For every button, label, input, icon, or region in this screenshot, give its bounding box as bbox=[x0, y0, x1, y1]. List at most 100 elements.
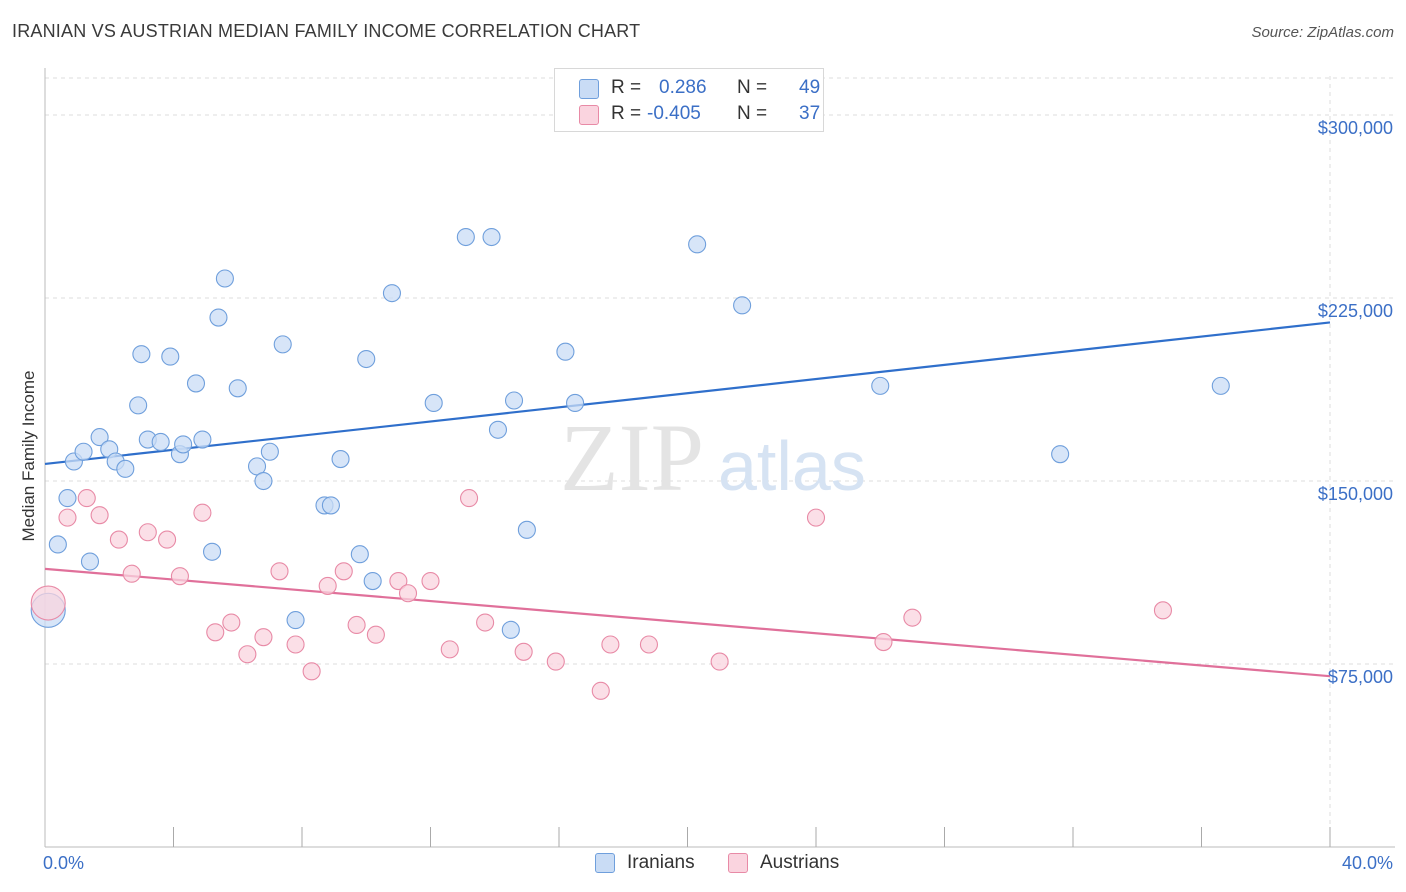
point-iranians bbox=[161, 347, 180, 366]
point-iranians bbox=[733, 296, 752, 315]
point-austrians bbox=[874, 633, 893, 652]
point-iranians bbox=[688, 235, 707, 254]
x-tick-label-max: 40.0% bbox=[1342, 853, 1393, 873]
series-swatch-blue bbox=[595, 853, 615, 873]
point-austrians bbox=[639, 635, 659, 654]
legend-swatch-blue bbox=[579, 79, 599, 99]
point-iranians bbox=[424, 393, 443, 412]
point-iranians bbox=[48, 535, 67, 554]
point-iranians bbox=[382, 284, 402, 303]
x-tick-label-min: 0.0% bbox=[43, 853, 84, 873]
point-iranians bbox=[331, 450, 350, 469]
legend-r-value: 0.286 bbox=[659, 77, 707, 98]
point-iranians bbox=[174, 435, 193, 454]
point-iranians bbox=[556, 342, 575, 361]
y-tick-label: $75,000 bbox=[1328, 667, 1393, 687]
watermark-atlas: atlas bbox=[718, 427, 866, 505]
point-austrians bbox=[514, 642, 533, 661]
point-austrians bbox=[222, 613, 241, 632]
legend-n-value: 49 bbox=[799, 77, 821, 98]
point-austrians bbox=[601, 635, 620, 654]
point-austrians bbox=[347, 615, 366, 635]
point-iranians bbox=[132, 345, 151, 364]
point-austrians bbox=[158, 530, 177, 549]
point-austrians bbox=[206, 623, 225, 642]
trend-line-iranians bbox=[44, 321, 1331, 466]
point-austrians bbox=[398, 584, 418, 603]
legend-n-value: 37 bbox=[799, 103, 821, 124]
series-name-austrians: Austrians bbox=[760, 852, 840, 873]
point-austrians bbox=[421, 572, 440, 591]
point-iranians bbox=[203, 542, 222, 561]
point-iranians bbox=[517, 520, 536, 539]
point-iranians bbox=[74, 442, 93, 461]
point-austrians bbox=[591, 681, 610, 700]
series-name-iranians: Iranians bbox=[627, 852, 695, 873]
point-austrians bbox=[254, 628, 273, 647]
axis-labels: Median Family Income 0.0% 40.0% $75,000 $… bbox=[19, 118, 1393, 873]
point-austrians bbox=[318, 576, 337, 595]
series-swatch-pink bbox=[728, 853, 748, 873]
watermark: ZIP atlas bbox=[560, 404, 866, 511]
legend-r-key: R = bbox=[611, 77, 642, 98]
point-austrians bbox=[903, 608, 922, 627]
point-iranians bbox=[273, 335, 292, 354]
point-iranians bbox=[58, 489, 77, 508]
point-austrians bbox=[286, 635, 305, 654]
y-tick-label: $300,000 bbox=[1318, 118, 1393, 138]
point-austrians bbox=[77, 489, 96, 508]
point-iranians bbox=[151, 432, 170, 452]
point-austrians bbox=[366, 625, 385, 644]
point-austrians bbox=[238, 645, 257, 664]
point-iranians bbox=[321, 496, 340, 515]
point-iranians bbox=[116, 459, 135, 478]
legend-r-value: -0.405 bbox=[647, 103, 701, 124]
correlation-legend: R = 0.286 N = 49 R = -0.405 N = 37 bbox=[554, 68, 824, 132]
point-iranians bbox=[90, 428, 109, 447]
legend-swatch-pink bbox=[579, 105, 599, 125]
point-iranians bbox=[488, 420, 508, 439]
point-austrians bbox=[193, 503, 212, 522]
point-austrians bbox=[546, 652, 565, 671]
point-austrians bbox=[270, 562, 289, 581]
point-iranians bbox=[209, 308, 228, 327]
point-iranians bbox=[1051, 445, 1070, 464]
point-iranians bbox=[504, 391, 524, 410]
axes bbox=[44, 68, 1395, 848]
data-points bbox=[30, 227, 1230, 700]
point-austrians bbox=[90, 506, 109, 525]
point-austrians bbox=[389, 572, 408, 591]
point-iranians bbox=[193, 430, 212, 449]
point-austrians bbox=[109, 530, 128, 549]
point-austrians bbox=[302, 662, 321, 681]
chart-title: IRANIAN VS AUSTRIAN MEDIAN FAMILY INCOME… bbox=[12, 21, 641, 41]
point-iranians bbox=[501, 620, 520, 639]
point-austrians bbox=[459, 489, 479, 508]
point-austrians bbox=[122, 564, 141, 583]
point-iranians bbox=[456, 227, 475, 247]
y-tick-label: $150,000 bbox=[1318, 484, 1393, 504]
point-austrians bbox=[806, 508, 826, 527]
point-iranians bbox=[254, 471, 273, 491]
trend-line-austrians bbox=[44, 567, 1331, 678]
point-austrians bbox=[30, 585, 66, 621]
point-iranians bbox=[482, 227, 501, 247]
point-iranians bbox=[186, 374, 206, 393]
point-austrians bbox=[170, 567, 189, 586]
y-tick-label: $225,000 bbox=[1318, 301, 1393, 321]
point-austrians bbox=[710, 652, 729, 671]
point-iranians bbox=[871, 376, 890, 395]
point-iranians bbox=[215, 269, 234, 288]
point-iranians bbox=[260, 442, 279, 461]
point-austrians bbox=[476, 613, 495, 632]
point-iranians bbox=[363, 572, 382, 591]
point-austrians bbox=[334, 562, 353, 581]
point-iranians bbox=[286, 611, 305, 630]
source-label: Source: ZipAtlas.com bbox=[1251, 24, 1394, 41]
trend-lines bbox=[44, 321, 1331, 678]
point-austrians bbox=[440, 640, 459, 659]
point-iranians bbox=[357, 349, 376, 369]
legend-r-key: R = bbox=[611, 103, 642, 124]
point-iranians bbox=[228, 379, 247, 398]
